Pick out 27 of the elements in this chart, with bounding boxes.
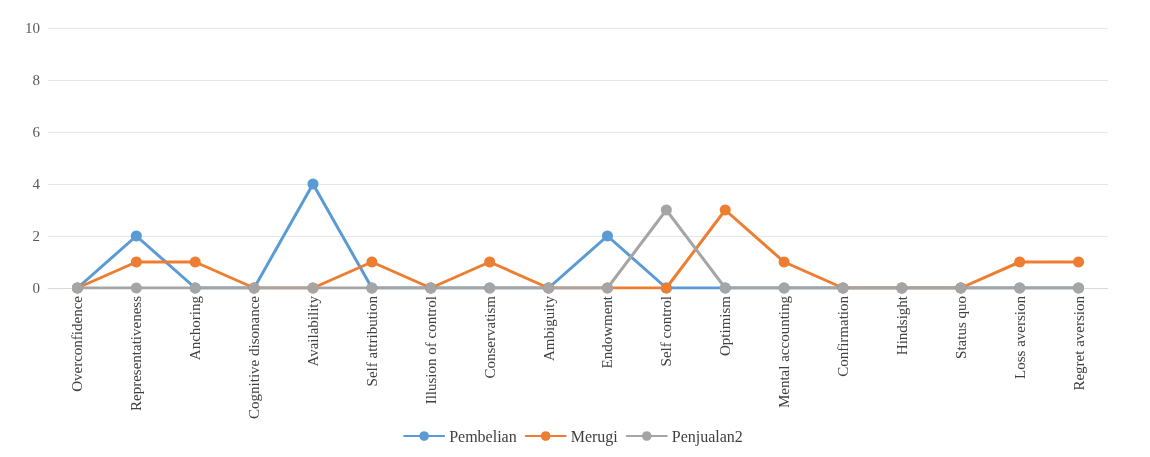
legend-label: Pembelian	[449, 427, 517, 445]
x-tick-label: Self control	[658, 296, 675, 367]
x-tick-label: Conservatism	[481, 295, 498, 379]
x-tick-label: Illusion of control	[422, 296, 439, 405]
y-tick-label: 2	[32, 228, 40, 244]
y-tick-label: 10	[25, 20, 40, 36]
x-tick-label: Availability	[305, 295, 321, 367]
legend-label: Penjualan2	[671, 427, 743, 446]
y-tick-label: 6	[32, 124, 41, 140]
x-tick-label: Self attribution	[363, 295, 380, 387]
legend-label: Merugi	[570, 427, 619, 446]
x-tick-label: Representativeness	[128, 295, 145, 411]
x-tick-label: Overconfidence	[69, 295, 86, 392]
y-tick-label: 0	[32, 280, 40, 296]
x-tick-label: Mental accounting	[776, 295, 793, 409]
y-tick-label: 8	[32, 72, 40, 88]
x-tick-label: Cognitive disonance	[246, 295, 263, 419]
x-tick-label: Anchoring	[187, 295, 204, 361]
x-tick-label: Endowment	[599, 295, 616, 369]
x-tick-label: Confirmation	[835, 295, 851, 377]
x-tick-label: Regret aversion	[1070, 295, 1087, 391]
y-tick-label: 4	[32, 176, 41, 192]
x-tick-label: Hindsight	[893, 295, 910, 356]
x-tick-label: Loss aversion	[1011, 295, 1028, 379]
x-tick-label: Optimism	[717, 295, 734, 357]
x-tick-label: Ambiguity	[540, 295, 557, 362]
x-tick-label: Status quo	[952, 296, 969, 359]
